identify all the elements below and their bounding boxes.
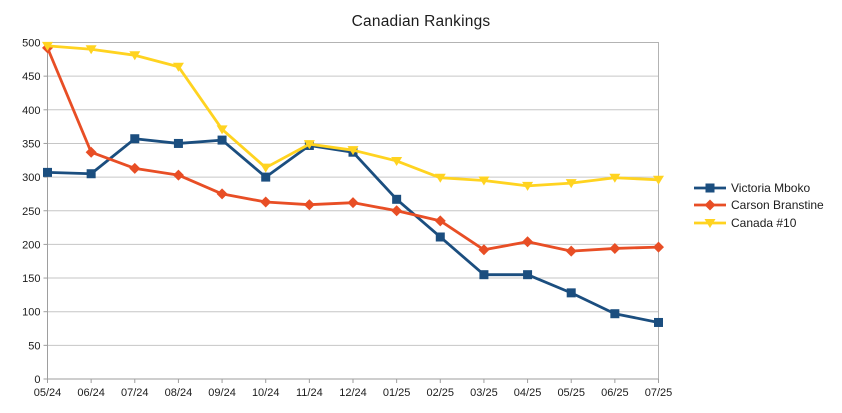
data-point-marker-canada-10 [216,125,228,135]
data-point-marker-carson-branstine [172,169,184,181]
data-point-marker-victoria-mboko [654,317,663,327]
x-axis-label: 09/24 [208,387,236,399]
y-axis-label: 150 [22,273,40,285]
series-line-canada-10 [46,44,660,188]
data-point-marker-carson-branstine [653,241,664,253]
data-point-marker-carson-branstine [434,215,446,227]
data-point-marker-canada-10 [85,45,97,55]
legend-item-victoria-mboko: Victoria Mboko [694,179,824,197]
y-axis-label: 250 [22,206,40,218]
data-point-marker-canada-10 [172,62,184,72]
x-axis-label: 06/25 [601,387,629,399]
y-axis-label: 400 [22,105,40,117]
data-point-marker-carson-branstine [260,196,272,208]
data-point-marker-victoria-mboko [86,169,96,179]
x-axis-label: 05/24 [34,387,62,399]
legend-label: Victoria Mboko [731,180,811,195]
data-point-marker-carson-branstine [216,188,228,200]
y-axis-label: 500 [22,38,40,50]
data-point-marker-canada-10 [303,140,315,150]
legend-item-canada-10: Canada #10 [694,214,824,232]
data-point-marker-carson-branstine [565,245,577,257]
data-point-marker-canada-10 [260,163,272,173]
data-point-marker-canada-10 [565,179,577,189]
series-canada-10 [42,41,664,191]
y-axis-label: 50 [28,340,40,352]
x-axis-label: 01/25 [383,387,411,399]
y-axis-label: 0 [34,374,40,386]
x-axis-label: 07/24 [121,387,149,399]
data-point-marker-victoria-mboko [523,270,533,280]
series-victoria-mboko [43,134,663,327]
data-point-marker-carson-branstine [609,242,621,254]
legend-marker-carson-branstine [694,199,726,211]
data-point-marker-carson-branstine [85,146,97,158]
data-point-marker-carson-branstine [522,236,534,248]
data-point-marker-canada-10 [434,173,446,183]
x-axis-label: 07/25 [645,387,673,399]
data-point-marker-victoria-mboko [43,167,52,177]
x-axis-label: 06/24 [77,387,105,399]
data-point-marker-victoria-mboko [392,194,402,204]
data-point-marker-canada-10 [129,51,141,61]
x-axis-label: 02/25 [427,387,455,399]
data-point-marker-carson-branstine [391,205,403,217]
y-axis-label: 450 [22,71,40,83]
x-axis-label: 04/25 [514,387,542,399]
data-point-marker-victoria-mboko [566,288,576,298]
legend-label: Canada #10 [731,215,797,230]
legend: Victoria Mboko Carson Branstine Canada #10 [694,179,824,232]
data-point-marker-carson-branstine [303,199,315,211]
x-axis-label: 08/24 [165,387,193,399]
data-point-marker-victoria-mboko [261,172,271,182]
y-axis-label: 200 [22,239,40,251]
legend-label: Carson Branstine [731,198,824,213]
x-axis-label: 11/24 [296,387,323,399]
legend-marker-victoria-mboko [694,183,726,193]
data-point-marker-canada-10 [42,41,53,51]
data-point-marker-canada-10 [391,156,403,166]
data-point-marker-victoria-mboko [610,309,620,319]
data-point-marker-canada-10 [609,173,621,183]
data-point-marker-canada-10 [478,176,490,186]
data-point-marker-canada-10 [522,181,534,191]
data-point-marker-victoria-mboko [173,138,183,148]
data-point-marker-carson-branstine [129,162,141,174]
series-carson-branstine [42,42,664,257]
data-point-marker-victoria-mboko [217,135,227,145]
data-point-marker-canada-10 [653,175,664,185]
legend-item-carson-branstine: Carson Branstine [694,197,824,215]
legend-marker-glyph [704,218,716,228]
x-axis-label: 10/24 [252,387,280,399]
data-point-marker-victoria-mboko [130,134,140,144]
legend-marker-glyph [705,183,715,193]
legend-marker-glyph [704,199,716,211]
y-axis-label: 300 [22,172,40,184]
x-axis-label: 12/24 [339,387,367,399]
y-axis-label: 100 [22,307,40,319]
data-point-marker-carson-branstine [347,197,359,209]
data-point-marker-victoria-mboko [479,270,489,280]
data-point-marker-canada-10 [347,146,359,156]
data-point-marker-carson-branstine [478,244,490,256]
x-axis-label: 05/25 [557,387,585,399]
y-axis-label: 350 [22,138,40,150]
x-axis-label: 03/25 [470,387,498,399]
data-point-marker-victoria-mboko [435,232,445,242]
legend-marker-canada-10 [694,218,726,228]
chart-title: Canadian Rankings [351,13,491,30]
